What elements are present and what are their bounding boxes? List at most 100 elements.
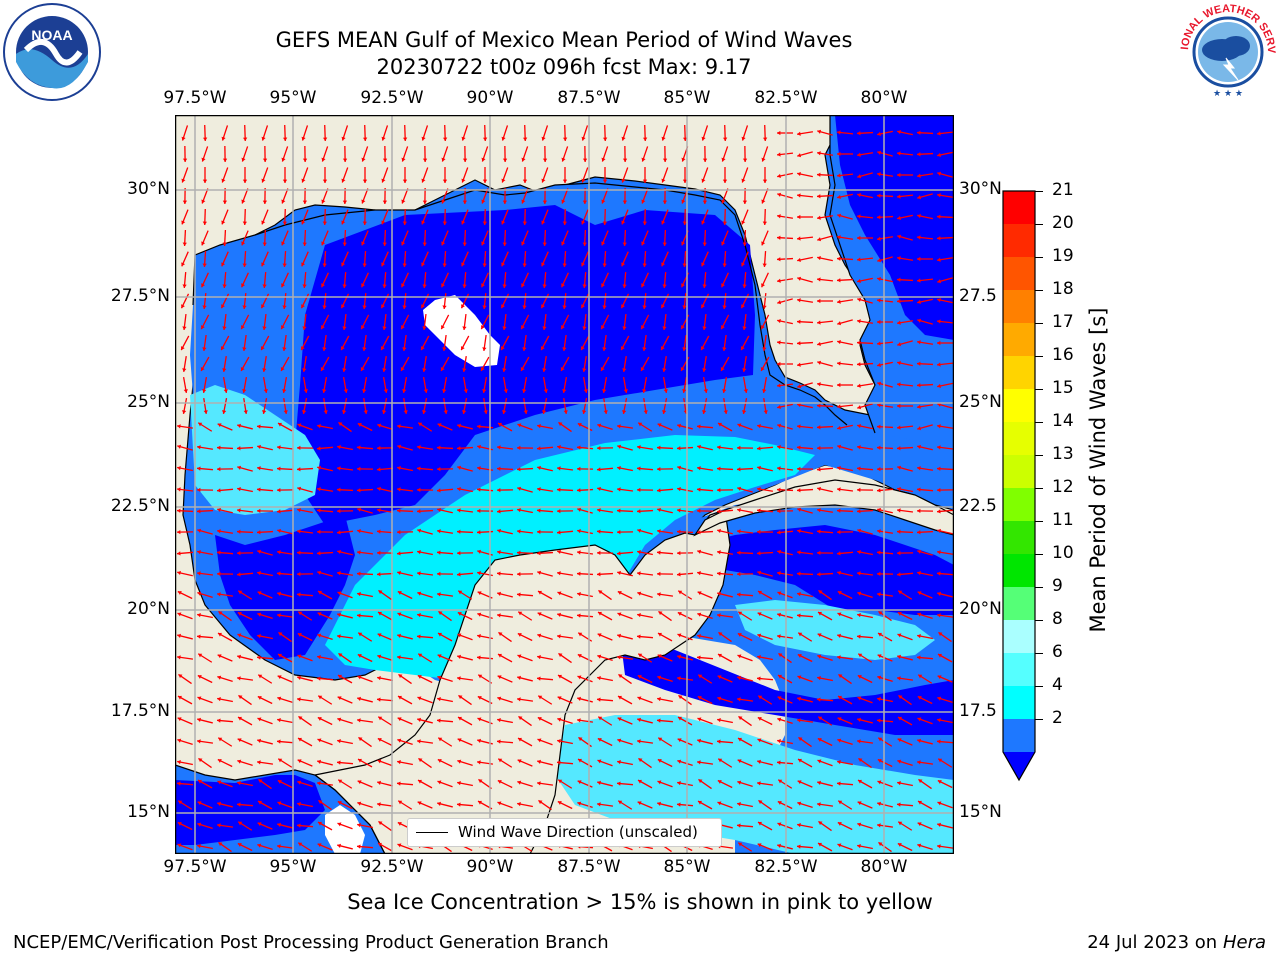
wind-wave-arrow xyxy=(541,167,549,183)
wind-wave-arrow xyxy=(796,445,814,450)
wind-wave-arrow xyxy=(196,509,214,514)
wind-wave-arrow xyxy=(377,486,393,493)
wind-wave-arrow xyxy=(516,571,534,577)
wind-wave-arrow xyxy=(917,256,933,262)
wind-wave-arrow xyxy=(917,695,933,705)
wind-wave-arrow xyxy=(517,508,533,514)
wind-wave-arrow xyxy=(717,758,733,768)
wind-wave-arrow xyxy=(300,335,310,351)
wind-wave-arrow xyxy=(342,229,347,247)
wind-wave-arrow xyxy=(356,571,374,576)
wind-wave-arrow xyxy=(620,293,630,309)
wind-wave-arrow xyxy=(717,696,733,703)
colorbar-tick-mark xyxy=(1035,454,1043,456)
lat-label-left: 25°N xyxy=(127,392,170,412)
wind-wave-arrow xyxy=(582,313,587,331)
wind-wave-arrow xyxy=(517,780,533,787)
wind-wave-arrow xyxy=(897,403,913,409)
wind-wave-arrow xyxy=(417,422,433,432)
wind-wave-arrow xyxy=(917,674,933,684)
wind-wave-arrow xyxy=(462,229,467,247)
wind-wave-arrow xyxy=(700,293,710,309)
wind-wave-arrow xyxy=(457,716,473,726)
wind-wave-arrow xyxy=(722,334,727,352)
wind-wave-arrow xyxy=(517,759,533,767)
wind-wave-arrow xyxy=(916,760,934,765)
wind-wave-arrow xyxy=(856,319,874,324)
lon-label-top: 87.5°W xyxy=(557,88,621,108)
wind-wave-arrow xyxy=(197,591,213,598)
wind-wave-arrow xyxy=(397,800,413,810)
wind-wave-arrow xyxy=(896,529,914,534)
wind-wave-arrow xyxy=(836,173,854,178)
wind-wave-arrow xyxy=(678,694,692,706)
wind-wave-arrow xyxy=(502,271,507,289)
wind-wave-arrow xyxy=(776,152,794,157)
wind-wave-arrow xyxy=(776,634,794,639)
wind-wave-arrow xyxy=(896,382,914,387)
wind-wave-arrow xyxy=(216,529,234,534)
wind-wave-arrow xyxy=(777,717,793,724)
wind-wave-arrow xyxy=(817,654,833,661)
wind-wave-arrow xyxy=(896,550,914,556)
wind-wave-arrow xyxy=(480,314,490,330)
wind-wave-arrow xyxy=(482,377,488,393)
wind-wave-arrow xyxy=(376,697,394,702)
wind-wave-arrow xyxy=(521,272,529,288)
wind-wave-arrow xyxy=(817,716,833,726)
wind-wave-arrow xyxy=(237,633,253,641)
wind-wave-arrow xyxy=(556,466,574,471)
wind-wave-arrow xyxy=(677,611,693,621)
wind-wave-arrow xyxy=(877,758,893,768)
wind-wave-arrow xyxy=(437,780,453,788)
wind-wave-arrow xyxy=(817,676,833,682)
wind-wave-arrow xyxy=(897,611,913,621)
wind-wave-arrow xyxy=(420,293,430,309)
wind-wave-arrow xyxy=(662,229,667,247)
wind-wave-arrow xyxy=(196,571,214,576)
wind-wave-arrow xyxy=(502,145,508,163)
wind-wave-arrow xyxy=(677,465,693,472)
wind-wave-arrow xyxy=(642,208,647,226)
wind-wave-arrow xyxy=(240,314,250,330)
wind-wave-arrow xyxy=(697,634,713,640)
wind-wave-arrow xyxy=(217,675,233,682)
wind-wave-arrow xyxy=(702,398,708,414)
lon-label-bottom: 92.5°W xyxy=(360,857,424,877)
wind-wave-arrow xyxy=(482,334,487,352)
wind-wave-arrow xyxy=(616,551,634,556)
footer-credit: NCEP/EMC/Verification Post Processing Pr… xyxy=(13,932,609,953)
wind-wave-arrow xyxy=(341,251,349,267)
wind-wave-arrow xyxy=(876,550,894,555)
deep-blue-zone-caribbean-north xyxy=(695,525,954,615)
wind-wave-arrow xyxy=(916,508,934,514)
wind-wave-arrow xyxy=(577,780,593,788)
wind-wave-arrow xyxy=(357,675,373,683)
wind-wave-arrow xyxy=(656,466,674,472)
wind-wave-arrow xyxy=(762,167,768,183)
colorbar-segment xyxy=(1003,422,1035,456)
wind-wave-arrow xyxy=(302,355,307,373)
wind-wave-arrow xyxy=(581,167,589,183)
wind-wave-arrow xyxy=(662,377,668,393)
wind-wave-arrow xyxy=(457,654,473,661)
wind-wave-arrow xyxy=(936,466,954,471)
wind-wave-arrow xyxy=(916,235,934,240)
wind-wave-arrow xyxy=(256,487,274,492)
wind-wave-arrow xyxy=(856,362,874,367)
wind-wave-arrow xyxy=(416,634,434,639)
wind-wave-arrow xyxy=(357,696,373,703)
lat-label-left: 17.5°N xyxy=(110,701,170,721)
wind-wave-arrow xyxy=(177,444,193,451)
wind-wave-arrow xyxy=(482,208,487,226)
wind-wave-arrow xyxy=(241,272,249,288)
wind-wave-arrow xyxy=(857,844,873,850)
wind-wave-arrow xyxy=(177,821,193,831)
wind-wave-arrow xyxy=(857,613,873,619)
wind-wave-arrow xyxy=(257,612,273,619)
wind-wave-arrow xyxy=(876,466,894,472)
wind-wave-arrow xyxy=(197,613,213,619)
wind-wave-arrow xyxy=(397,760,413,766)
wind-wave-arrow xyxy=(537,570,553,577)
wind-wave-arrow xyxy=(622,313,627,331)
